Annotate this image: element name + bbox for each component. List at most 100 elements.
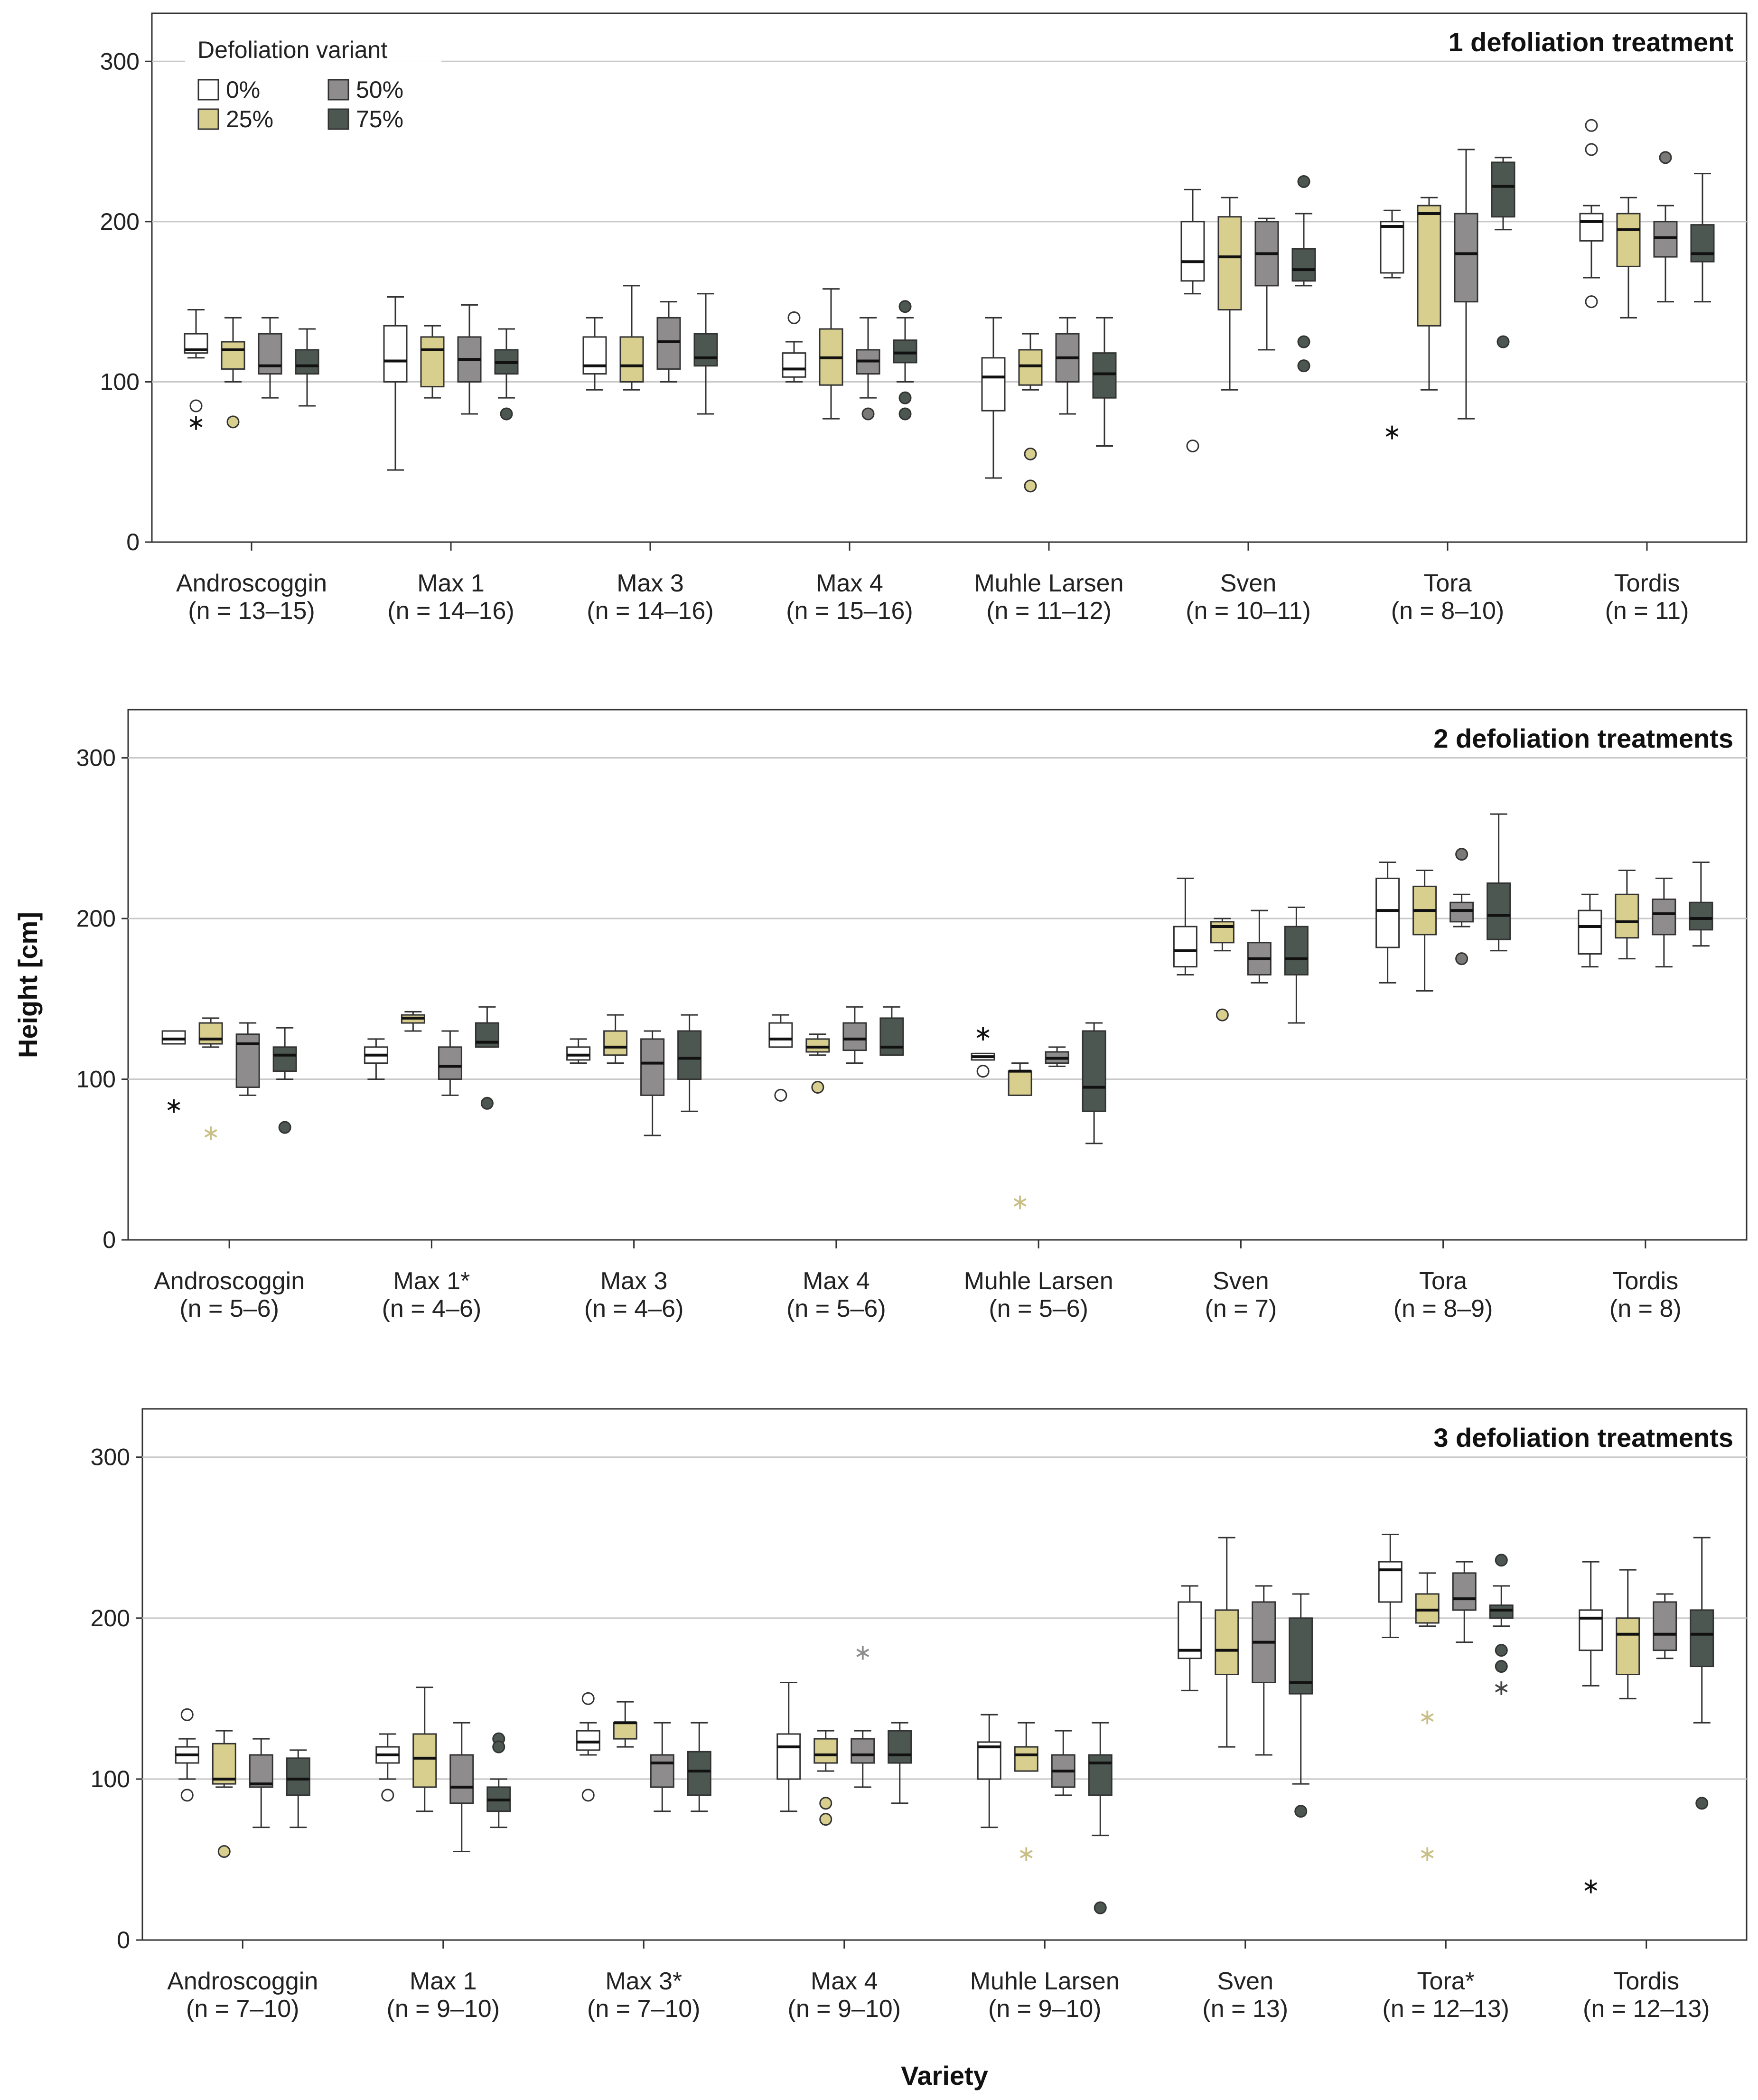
category-label: Max 1 [410, 1968, 477, 1995]
outlier-point [1495, 1644, 1508, 1657]
category-label: Sven [1213, 1267, 1269, 1295]
outlier-point [1495, 1660, 1508, 1673]
category-label: Max 1* [393, 1267, 470, 1295]
plot-frame [141, 1408, 1748, 1941]
category-label: Androscoggin [154, 1267, 305, 1295]
category-label: Sven [1220, 570, 1277, 597]
legend-background [185, 19, 441, 62]
extreme-point: ∗ [853, 1640, 872, 1665]
y-axis-title: Height [cm] [13, 912, 43, 1058]
box [1014, 1746, 1038, 1772]
panel-title: 3 defoliation treatments [1433, 1423, 1733, 1453]
box [879, 1017, 904, 1056]
box [249, 1754, 273, 1788]
category-label: Max 3 [617, 570, 684, 597]
x-axis-title: Variety [901, 2061, 988, 2091]
box [1690, 224, 1715, 262]
outlier-point [581, 1789, 595, 1802]
category-label: Max 4 [811, 1968, 878, 1995]
extreme-point: ∗ [1581, 1873, 1600, 1898]
extreme-point: ∗ [202, 1120, 220, 1145]
category-label: Muhle Larsen [964, 1267, 1113, 1295]
y-tick-label: 200 [76, 905, 116, 932]
box [1082, 1030, 1106, 1112]
box [842, 1022, 867, 1051]
box [1173, 926, 1197, 968]
box [677, 1030, 702, 1080]
category-label: Max 1 [417, 570, 485, 597]
outlier-point [1297, 175, 1310, 188]
category-n-label: (n = 14–16) [387, 597, 514, 625]
box [640, 1038, 665, 1096]
outlier-point [1496, 335, 1510, 348]
box [1616, 213, 1641, 267]
outlier-point [1495, 1554, 1508, 1567]
outlier-point [226, 415, 240, 429]
outlier-point [1216, 1008, 1229, 1022]
outlier-point [1186, 439, 1199, 452]
box [603, 1030, 628, 1056]
outlier-point [1695, 1797, 1709, 1810]
category-n-label: (n = 5–6) [786, 1295, 886, 1322]
box [1417, 205, 1441, 327]
box [805, 1038, 830, 1053]
box [198, 1022, 223, 1045]
category-label: Tora [1419, 1267, 1467, 1295]
legend-label: 75% [356, 106, 403, 132]
box [687, 1751, 711, 1796]
panel-title: 1 defoliation treatment [1448, 27, 1733, 57]
box [1018, 349, 1043, 386]
category-label: Max 3* [605, 1968, 682, 1995]
box [1415, 1593, 1440, 1624]
panel-1: 0 100 200 300 1 defoliation treatment Androsc… [100, 12, 1748, 625]
box [1579, 213, 1604, 242]
category-n-label: (n = 9–10) [788, 1995, 901, 2023]
outlier-point [180, 1708, 194, 1721]
outlier-point [1585, 295, 1598, 309]
box [1380, 221, 1404, 274]
category-n-label: (n = 7) [1205, 1295, 1277, 1322]
extreme-point: ∗ [1011, 1189, 1029, 1214]
category-n-label: (n = 8) [1609, 1295, 1682, 1322]
plot-frame [127, 709, 1748, 1241]
outlier-point [819, 1797, 832, 1810]
box [1180, 221, 1205, 282]
category-label: Max 3 [600, 1267, 668, 1295]
box [1375, 877, 1400, 948]
outlier-point [861, 407, 875, 421]
category-n-label: (n = 12–13) [1583, 1995, 1710, 2023]
category-n-label: (n = 13) [1202, 1995, 1288, 2023]
box [449, 1754, 474, 1804]
box [1449, 901, 1474, 923]
box [814, 1738, 838, 1764]
category-n-label: (n = 15–16) [786, 597, 913, 625]
category-n-label: (n = 9–10) [988, 1995, 1102, 2023]
outlier-point [278, 1121, 291, 1134]
extreme-point: ∗ [1418, 1704, 1437, 1729]
box [981, 357, 1006, 412]
category-label: Tora [1423, 570, 1471, 597]
category-label: Muhle Larsen [970, 1968, 1120, 1995]
outlier-point [381, 1789, 394, 1802]
box [1008, 1070, 1032, 1096]
category-n-label: (n = 11–12) [986, 597, 1112, 625]
y-tick-label: 100 [76, 1066, 116, 1093]
outlier-point [1094, 1901, 1107, 1914]
box [888, 1730, 912, 1764]
box [1653, 1601, 1677, 1651]
category-label: Tordis [1613, 1968, 1679, 1995]
legend-label: 0% [226, 76, 260, 103]
y-tick-label: 200 [100, 208, 140, 235]
category-label: Tordis [1613, 1267, 1679, 1295]
outlier-point [480, 1097, 494, 1110]
category-label: Sven [1217, 1968, 1273, 1995]
outlier-point [189, 399, 203, 412]
box [286, 1757, 310, 1796]
y-tick-label: 100 [100, 368, 140, 395]
box [1615, 893, 1639, 939]
box [776, 1733, 801, 1780]
box [693, 333, 718, 367]
extreme-point: ∗ [1418, 1841, 1437, 1866]
box [420, 336, 445, 388]
box [161, 1030, 186, 1045]
